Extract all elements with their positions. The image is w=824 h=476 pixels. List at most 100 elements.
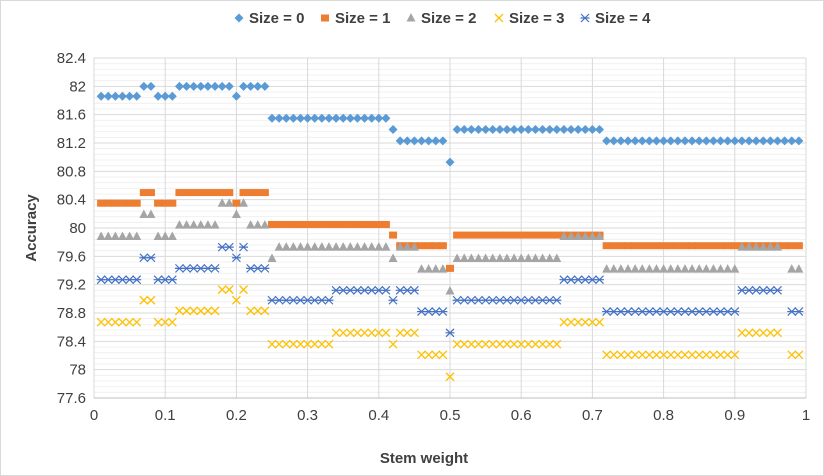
- data-point: [666, 242, 675, 250]
- y-tick-label: 80.4: [57, 192, 86, 209]
- y-tick-label: 79.6: [57, 248, 86, 265]
- data-point: [203, 306, 213, 316]
- data-point: [232, 199, 241, 207]
- data-point: [530, 125, 540, 135]
- data-point: [523, 125, 533, 135]
- data-point: [239, 189, 248, 197]
- data-point: [239, 81, 249, 91]
- data-point: [132, 275, 142, 285]
- data-point: [125, 199, 134, 207]
- data-point: [381, 328, 391, 338]
- data-point: [295, 242, 305, 251]
- data-point: [780, 242, 789, 250]
- data-point: [288, 242, 298, 251]
- data-point: [723, 136, 733, 146]
- data-point: [459, 339, 469, 349]
- data-point: [459, 125, 469, 135]
- data-point: [623, 136, 633, 146]
- data-point: [239, 198, 249, 207]
- data-point: [595, 125, 605, 135]
- data-point: [367, 328, 377, 338]
- data-point: [765, 242, 775, 251]
- data-point: [474, 339, 483, 349]
- data-point: [673, 350, 683, 360]
- data-point: [139, 209, 149, 219]
- data-point: [446, 264, 454, 272]
- data-point: [794, 264, 804, 273]
- data-point: [680, 350, 690, 360]
- data-point: [424, 242, 433, 250]
- data-point: [246, 306, 256, 316]
- data-point: [260, 189, 269, 197]
- data-point: [566, 317, 576, 327]
- data-point: [652, 242, 661, 250]
- legend-label: Size = 2: [421, 10, 476, 27]
- data-point: [623, 264, 633, 273]
- data-point: [96, 317, 106, 327]
- data-point: [167, 317, 177, 327]
- data-point: [680, 242, 689, 250]
- data-point: [275, 220, 284, 228]
- data-point: [552, 231, 561, 239]
- data-point: [103, 317, 113, 327]
- data-point: [794, 307, 804, 317]
- data-point: [744, 136, 754, 146]
- data-point: [495, 231, 504, 239]
- data-point: [417, 242, 426, 250]
- data-point: [231, 295, 241, 305]
- data-point: [374, 328, 384, 338]
- data-point: [552, 253, 562, 262]
- data-point: [268, 220, 276, 228]
- data-point: [289, 220, 298, 228]
- data-point: [523, 339, 533, 349]
- data-point: [153, 317, 163, 327]
- data-point: [481, 231, 490, 239]
- data-point: [488, 125, 498, 135]
- y-tick-label: 78.4: [57, 333, 86, 350]
- data-point: [360, 113, 370, 123]
- data-point: [303, 339, 313, 349]
- data-point: [466, 253, 476, 262]
- data-point: [552, 339, 562, 349]
- data-point: [160, 91, 170, 101]
- data-point: [210, 81, 220, 91]
- data-point: [787, 264, 797, 273]
- data-point: [495, 125, 505, 135]
- data-point: [367, 242, 377, 251]
- data-point: [346, 220, 355, 228]
- data-point: [438, 350, 448, 360]
- data-point: [687, 136, 697, 146]
- data-point: [303, 220, 312, 228]
- legend-item-size-2: Size = 2: [406, 10, 476, 27]
- data-point: [559, 125, 569, 135]
- data-point: [146, 189, 155, 197]
- data-point: [737, 242, 747, 251]
- data-point: [168, 199, 177, 207]
- data-point: [794, 136, 804, 146]
- data-point: [345, 328, 355, 338]
- data-point: [452, 339, 462, 349]
- y-tick-label: 82: [69, 78, 86, 95]
- data-point: [288, 339, 298, 349]
- data-point: [353, 220, 362, 228]
- data-point: [737, 136, 747, 146]
- data-point: [218, 189, 227, 197]
- data-point: [196, 81, 206, 91]
- data-point: [666, 136, 676, 146]
- data-point: [573, 125, 583, 135]
- data-point: [118, 199, 127, 207]
- legend-item-size-1: Size = 1: [321, 10, 390, 27]
- data-point: [352, 113, 362, 123]
- data-point: [417, 350, 426, 360]
- data-point: [708, 264, 718, 273]
- data-point: [282, 220, 291, 228]
- data-point: [125, 317, 135, 327]
- data-point: [609, 242, 618, 250]
- data-point: [324, 242, 334, 251]
- data-point: [295, 113, 305, 123]
- data-point: [167, 231, 177, 240]
- data-point: [787, 350, 797, 360]
- data-point: [602, 242, 611, 250]
- data-point: [438, 136, 448, 146]
